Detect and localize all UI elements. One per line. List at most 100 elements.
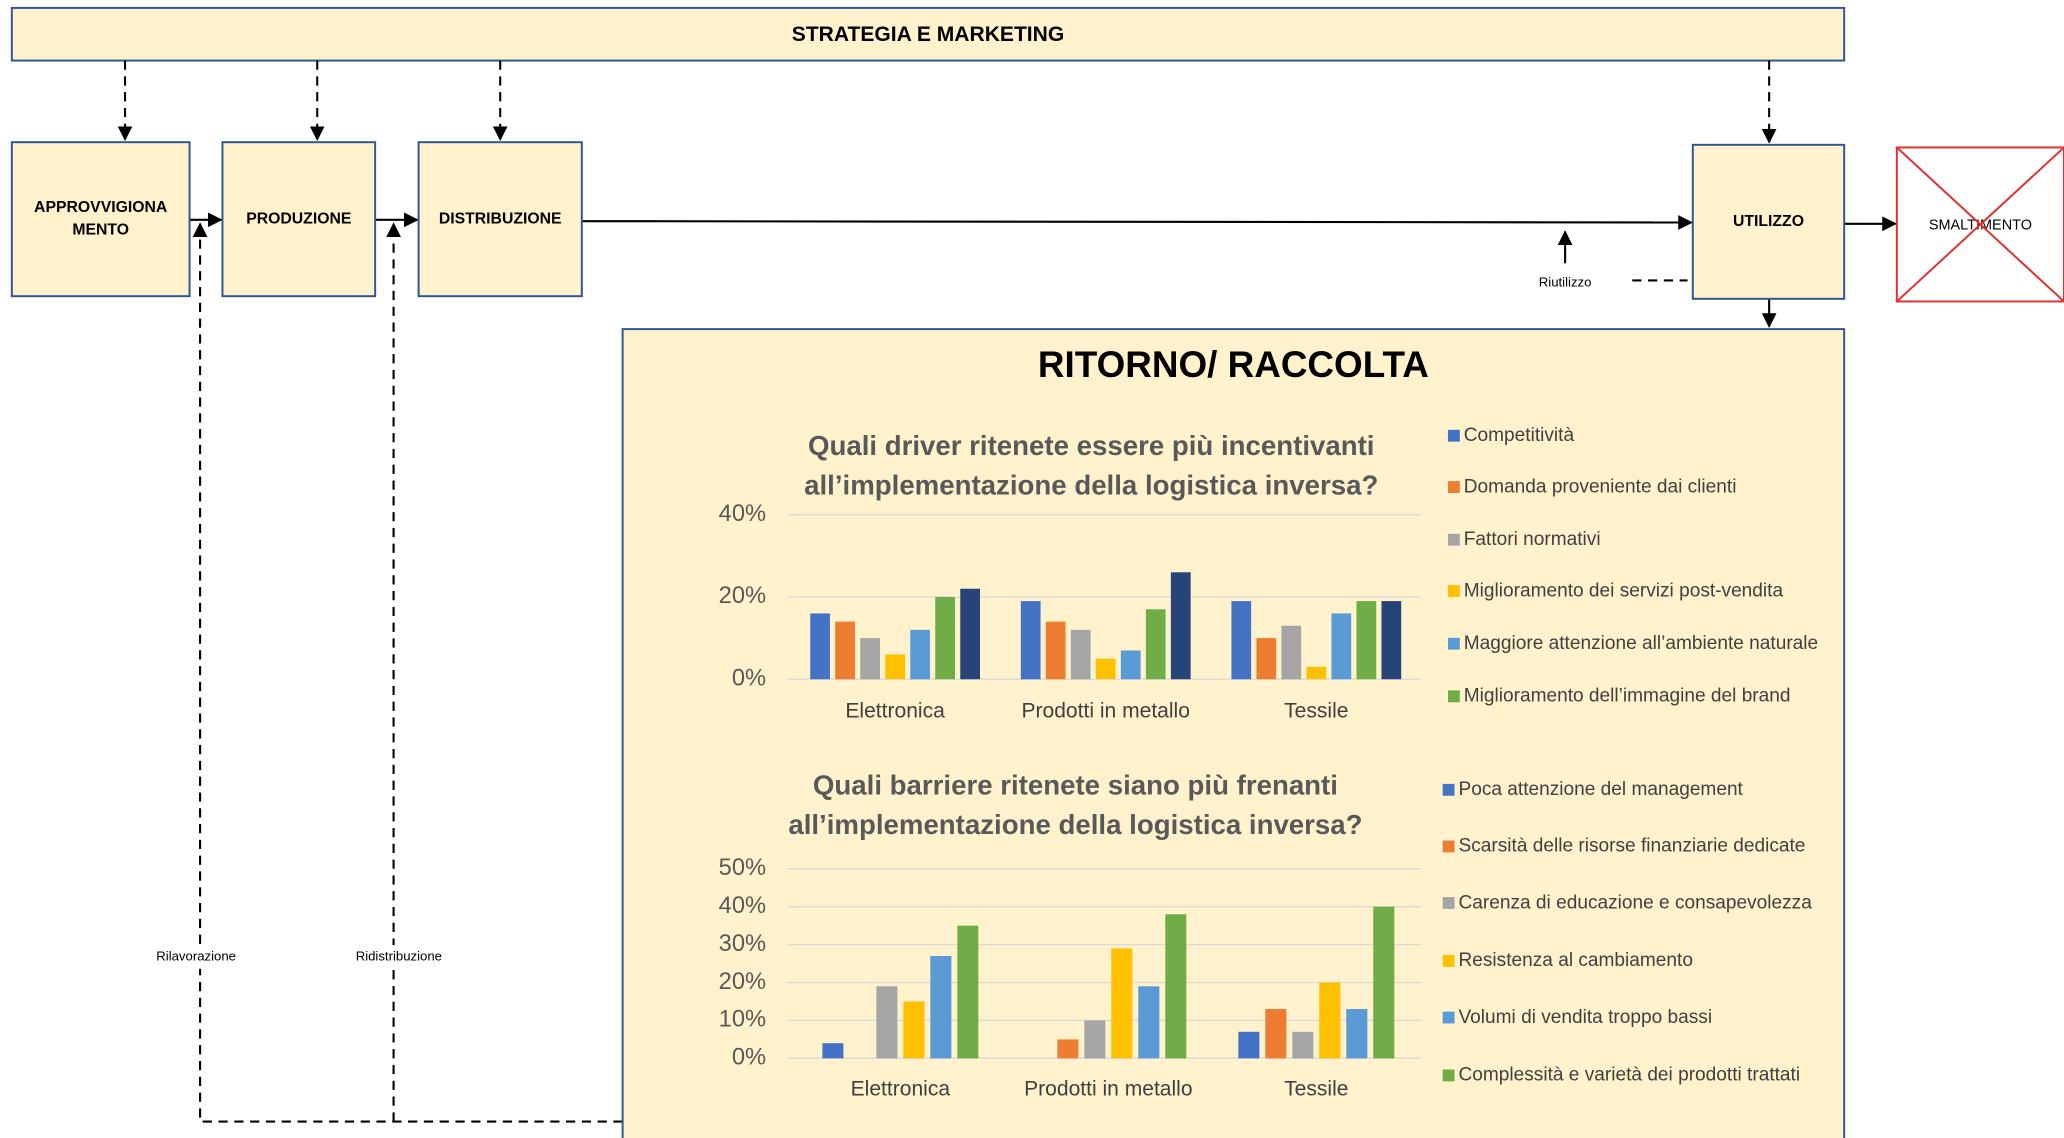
- legend-label: Complessità e varietà dei prodotti tratt…: [1458, 1064, 1801, 1086]
- bar: [957, 925, 979, 1059]
- y-tick-label: 40%: [719, 501, 766, 527]
- legend-swatch: [1442, 783, 1455, 796]
- y-tick-label: 0%: [732, 1045, 766, 1071]
- bar: [1306, 666, 1327, 680]
- bar: [1095, 658, 1116, 680]
- cross: [1896, 146, 2064, 303]
- panel-title: RITORNO/ RACCOLTA: [1038, 344, 1429, 385]
- y-tick-label: 20%: [719, 583, 766, 609]
- strategy-arrows: [117, 60, 1777, 144]
- x-tick-label: Tessile: [1284, 700, 1348, 723]
- x-tick-label: Elettronica: [845, 700, 945, 723]
- bar: [930, 955, 952, 1059]
- legend-item: Fattori normativi: [1463, 529, 1601, 551]
- bar: [1281, 625, 1302, 680]
- bar: [1111, 948, 1133, 1059]
- process-box: [10, 141, 191, 298]
- y-tick-label: 50%: [719, 855, 766, 881]
- legend-label: Carenza di educazione e consapevolezza: [1458, 892, 1812, 914]
- legend-item: Complessità e varietà dei prodotti tratt…: [1458, 1064, 1801, 1086]
- legend-swatch: [1447, 429, 1460, 442]
- process-box: [1691, 143, 1846, 300]
- bar: [876, 986, 898, 1059]
- process-label: MENTO: [72, 222, 129, 239]
- bar: [1356, 601, 1377, 680]
- chart-title: Quali barriere ritenete siano più frenan…: [813, 769, 1338, 800]
- bar: [1292, 1031, 1314, 1059]
- legend-swatch: [1442, 1011, 1455, 1024]
- bar: [860, 638, 880, 680]
- bar: [1084, 1020, 1106, 1059]
- legend-swatch: [1447, 533, 1460, 546]
- chart-title: all’implementazione della logistica inve…: [788, 809, 1362, 840]
- return-lines: [144, 222, 623, 1123]
- legend-swatch: [1442, 897, 1455, 909]
- process-label: UTILIZZO: [1733, 213, 1804, 230]
- x-tick-label: Elettronica: [851, 1077, 951, 1100]
- bar: [1331, 613, 1352, 680]
- reuse-label: Riutilizzo: [1539, 274, 1592, 289]
- legend-swatch: [1447, 637, 1460, 650]
- x-tick-label: Prodotti in metallo: [1021, 700, 1189, 723]
- bar: [1045, 621, 1066, 680]
- process-box: [221, 141, 377, 298]
- process-label: APPROVVIGIONA: [34, 199, 167, 216]
- bar: [1120, 650, 1141, 680]
- y-tick-label: 30%: [719, 931, 766, 957]
- strategy-title: STRATEGIA E MARKETING: [792, 23, 1064, 46]
- legend-swatch: [1447, 585, 1460, 597]
- bar: [935, 596, 955, 680]
- legend-item: Miglioramento dell’immagine del brand: [1463, 685, 1791, 707]
- legend-label: Domanda proveniente dai clienti: [1463, 476, 1737, 498]
- x-tick-label: Prodotti in metallo: [1024, 1077, 1192, 1100]
- y-tick-label: 0%: [732, 666, 766, 692]
- bar: [822, 1043, 844, 1059]
- flow-arrows: [189, 212, 1897, 328]
- bar: [1020, 601, 1041, 680]
- legend-item: Competitività: [1463, 425, 1575, 447]
- bar: [960, 588, 981, 680]
- legend-item: Resistenza al cambiamento: [1458, 950, 1693, 972]
- bar: [1256, 638, 1277, 680]
- chart-title: Quali driver ritenete essere più incenti…: [808, 430, 1375, 461]
- return-panel: [621, 328, 1846, 1138]
- legend-item: Scarsità delle risorse finanziarie dedic…: [1458, 835, 1806, 857]
- legend-label: Competitività: [1463, 425, 1575, 447]
- legend-label: Poca attenzione del management: [1458, 779, 1743, 801]
- legend-item: Carenza di educazione e consapevolezza: [1458, 892, 1812, 914]
- legend-item: Volumi di vendita troppo bassi: [1458, 1007, 1713, 1029]
- bar: [1070, 629, 1091, 680]
- legend-label: Resistenza al cambiamento: [1458, 950, 1693, 972]
- legend-swatch: [1442, 840, 1455, 853]
- bar: [1170, 572, 1191, 680]
- x-tick-label: Tessile: [1284, 1077, 1348, 1100]
- bar: [1319, 982, 1341, 1059]
- rework-label: Rilavorazione: [156, 948, 236, 963]
- legend-item: Maggiore attenzione all’ambiente natural…: [1464, 633, 1818, 654]
- bar: [1346, 1009, 1368, 1059]
- process-label: DISTRIBUZIONE: [439, 210, 562, 227]
- legend-label: Scarsità delle risorse finanziarie dedic…: [1458, 835, 1806, 857]
- bar: [903, 1001, 925, 1059]
- redistribution-label: Ridistribuzione: [356, 948, 442, 963]
- legend-label: Miglioramento dei servizi post-vendita: [1463, 580, 1784, 602]
- bar: [835, 621, 855, 680]
- legend-item: Miglioramento dei servizi post-vendita: [1463, 580, 1784, 602]
- process-label: PRODUZIONE: [246, 210, 351, 227]
- legend-label: Fattori normativi: [1463, 529, 1601, 551]
- legend-swatch: [1442, 955, 1455, 967]
- bar: [1231, 601, 1252, 680]
- legend-label: Volumi di vendita troppo bassi: [1458, 1007, 1713, 1029]
- bar: [1138, 986, 1160, 1059]
- bar: [1165, 914, 1187, 1059]
- legend-swatch: [1447, 690, 1460, 703]
- bar: [910, 629, 930, 680]
- legend-label: Miglioramento dell’immagine del brand: [1463, 685, 1791, 707]
- y-tick-label: 20%: [719, 969, 766, 995]
- legend-item: Poca attenzione del management: [1458, 779, 1743, 801]
- y-tick-label: 10%: [719, 1007, 766, 1033]
- bar: [1373, 906, 1395, 1059]
- bar: [1145, 609, 1166, 680]
- legend-swatch: [1447, 481, 1460, 493]
